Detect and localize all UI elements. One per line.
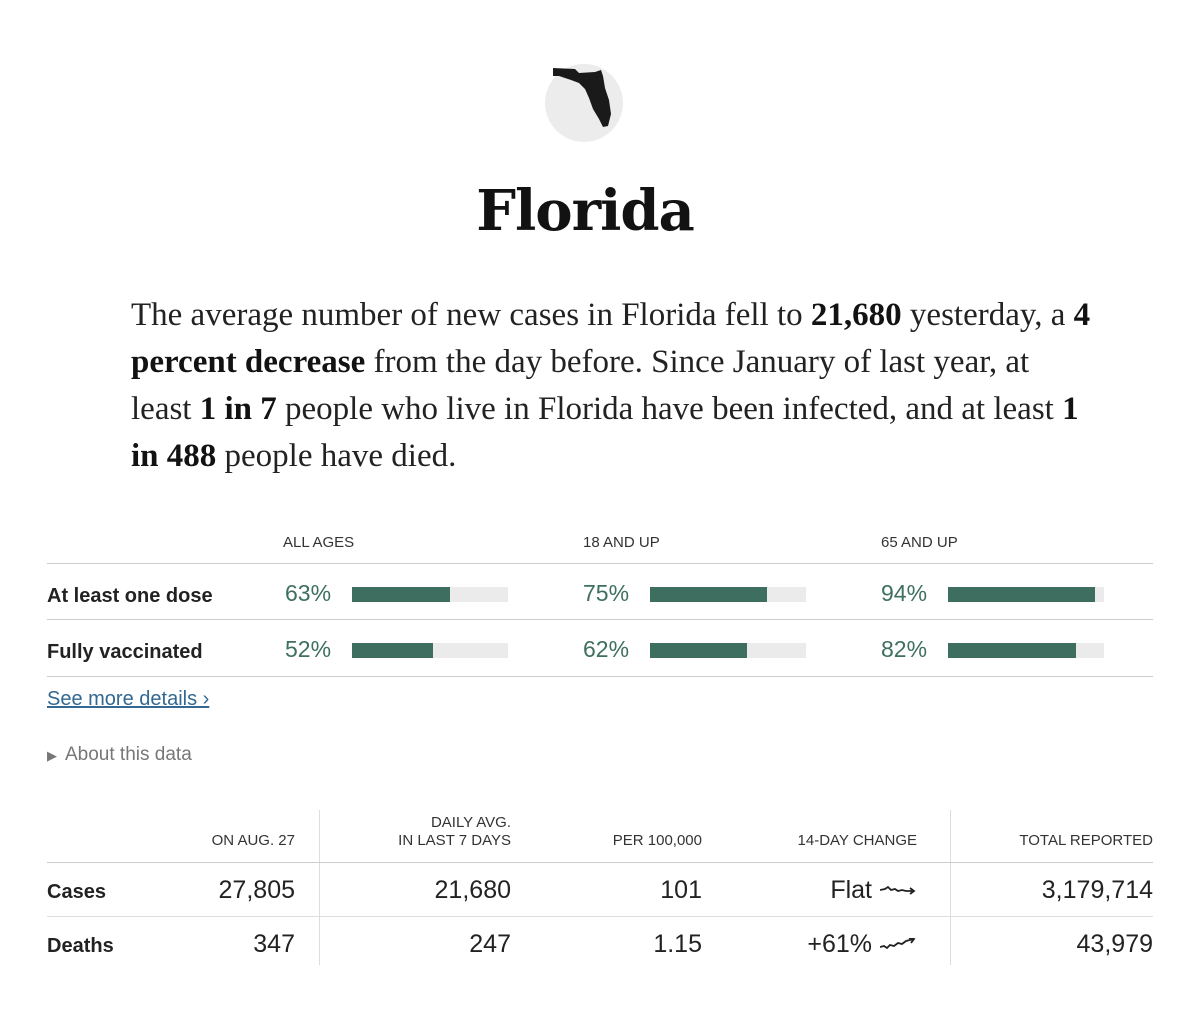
stat-per-100k: 101 (660, 876, 702, 904)
page-title: Florida (476, 178, 695, 244)
triangle-right-icon: ▶ (47, 748, 57, 763)
trend-flat-sparkline-icon (880, 885, 916, 895)
vax-progress-bar (352, 643, 508, 658)
divider (47, 676, 1153, 677)
vax-percent: 75% (583, 580, 630, 606)
stat-daily-avg: 247 (469, 930, 511, 958)
vax-percent: 94% (881, 580, 928, 606)
column-header: ALL AGES (283, 534, 355, 551)
stat-total: 43,979 (1076, 930, 1153, 958)
vax-progress-bar (948, 587, 1104, 602)
stat-daily-avg: 21,680 (434, 876, 511, 904)
vax-percent: 82% (881, 636, 928, 662)
header-total: TOTAL REPORTED (1019, 832, 1153, 849)
divider (319, 810, 320, 965)
vax-progress-bar (650, 587, 806, 602)
stat-total: 3,179,714 (1041, 876, 1153, 904)
vax-progress-bar (650, 643, 806, 658)
header-per-100k: PER 100,000 (612, 832, 702, 849)
stat-on-date: 347 (253, 930, 295, 958)
header-on-date: ON AUG. 27 (211, 832, 295, 849)
vax-percent: 52% (285, 636, 332, 662)
vax-progress-bar (352, 587, 508, 602)
trend-up-sparkline-icon (880, 938, 916, 950)
vax-row-label: Fully vaccinated (47, 641, 203, 663)
vax-percent: 62% (583, 636, 630, 662)
stat-14-day-change: +61% (807, 930, 872, 958)
header-14-day-change: 14-DAY CHANGE (797, 832, 917, 849)
vax-percent: 63% (285, 580, 332, 606)
stat-on-date: 27,805 (218, 876, 295, 904)
column-header: 18 AND UP (583, 534, 660, 551)
header-daily-avg: DAILY AVG. IN LAST 7 DAYS (398, 814, 511, 849)
divider (47, 619, 1153, 620)
column-header: 65 AND UP (881, 534, 958, 551)
see-more-details-link[interactable]: See more details › (47, 688, 210, 710)
state-map-icon (545, 64, 623, 142)
summary-text: The average number of new cases in Flori… (131, 297, 1091, 474)
stat-14-day-change: Flat (830, 876, 872, 904)
stat-per-100k: 1.15 (653, 930, 702, 958)
divider (47, 862, 1153, 863)
stats-row-label: Deaths (47, 935, 114, 957)
about-data-toggle[interactable]: ▶ About this data (47, 744, 192, 765)
vax-progress-bar (948, 643, 1104, 658)
divider (950, 810, 951, 965)
divider (47, 916, 1153, 917)
divider (47, 563, 1153, 564)
stats-row-label: Cases (47, 881, 106, 903)
vax-row-label: At least one dose (47, 585, 213, 607)
